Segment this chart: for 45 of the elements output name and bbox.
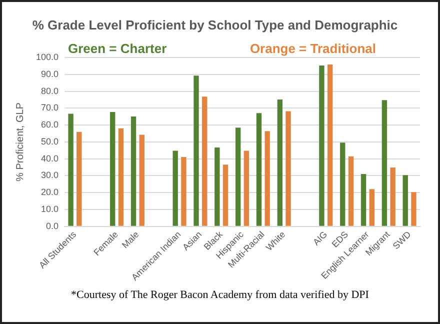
x-tick-label: AIG [311, 229, 330, 248]
bar [360, 174, 366, 226]
bar [202, 96, 208, 226]
bar [411, 192, 416, 226]
y-tick-label: 90.0 [40, 68, 59, 79]
bar [369, 189, 374, 226]
chart-title: % Grade Level Proficient by School Type and Demographic [32, 17, 398, 32]
bar [214, 148, 220, 226]
y-tick-label: 70.0 [40, 102, 59, 113]
bar [76, 132, 82, 226]
bar [256, 113, 262, 226]
bar [340, 142, 346, 226]
bar [139, 134, 144, 226]
bar [264, 131, 270, 226]
y-tick-label: 100.0 [36, 52, 59, 62]
bar [130, 116, 136, 226]
bar [68, 114, 74, 226]
bar [327, 64, 333, 226]
bar [172, 150, 178, 226]
bar [390, 167, 396, 226]
bar [235, 128, 241, 226]
y-tick-label: 10.0 [40, 204, 59, 214]
y-tick-label: 60.0 [40, 120, 59, 130]
y-tick-label: 50.0 [40, 136, 59, 146]
text: Orange = Traditional [250, 41, 376, 56]
bar [319, 66, 324, 226]
y-axis-title: % Proficient, GLP [14, 102, 26, 182]
bar [348, 156, 354, 226]
text: *Courtesy of The Roger Bacon Academy from data verified by DPI [70, 289, 370, 301]
bar [181, 157, 186, 226]
bar [402, 175, 408, 226]
y-tick-label: 0.0 [46, 220, 59, 231]
bar [194, 76, 199, 226]
bar [382, 100, 388, 226]
bar [110, 112, 116, 226]
y-tick-label: 40.0 [40, 153, 59, 164]
bar [286, 111, 291, 226]
bar [222, 164, 228, 226]
text: Green = Charter [68, 41, 167, 56]
bar [118, 128, 124, 226]
bar [244, 150, 250, 226]
bar [277, 99, 282, 226]
y-tick-label: 30.0 [40, 170, 59, 180]
y-tick-label: 80.0 [40, 86, 59, 96]
y-tick-label: 20.0 [40, 187, 59, 198]
